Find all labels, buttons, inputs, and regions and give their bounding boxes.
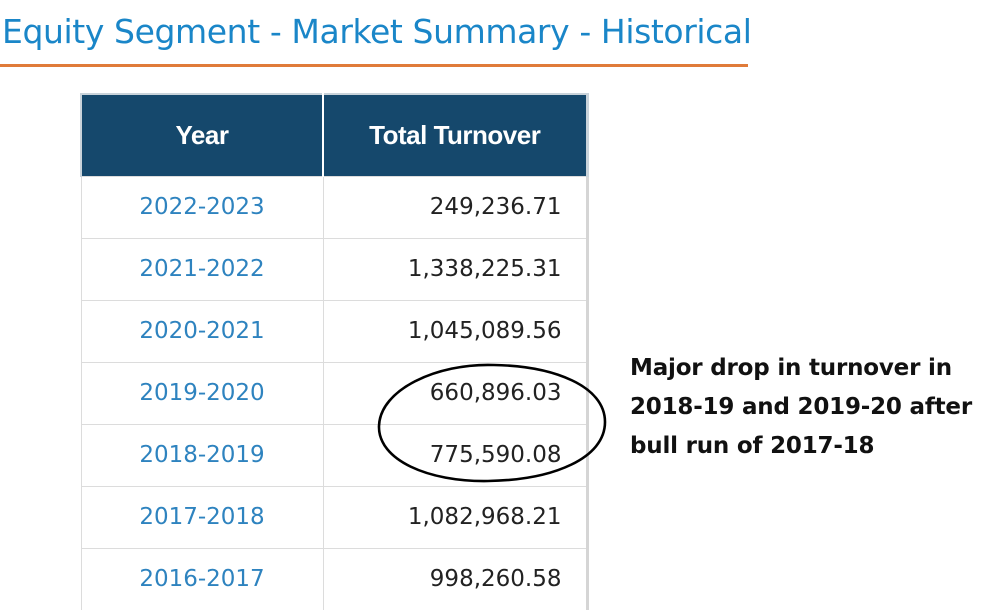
column-header-year[interactable]: Year [80,93,324,176]
annotation-note: Major drop in turnover in 2018-19 and 20… [630,349,990,466]
turnover-value: 1,338,225.31 [322,237,589,300]
market-summary-table: Year Total Turnover 2022-2023 249,236.71… [80,93,589,610]
table-row: 2018-2019 775,590.08 [80,423,589,486]
turnover-value: 775,590.08 [322,423,589,486]
table-row: 2022-2023 249,236.71 [80,175,589,238]
table-row: 2019-2020 660,896.03 [80,361,589,424]
table-row: 2016-2017 998,260.58 [80,547,589,610]
year-link[interactable]: 2021-2022 [80,237,324,300]
annotation-line: 2018-19 and 2019-20 after [630,394,972,420]
title-underline [0,64,748,67]
year-link[interactable]: 2020-2021 [80,299,324,362]
table-header-row: Year Total Turnover [80,93,589,176]
turnover-value: 998,260.58 [322,547,589,610]
table-row: 2017-2018 1,082,968.21 [80,485,589,548]
year-link[interactable]: 2017-2018 [80,485,324,548]
year-link[interactable]: 2016-2017 [80,547,324,610]
year-link[interactable]: 2019-2020 [80,361,324,424]
page-title: Equity Segment - Market Summary - Histor… [2,12,752,51]
annotation-line: bull run of 2017-18 [630,433,875,459]
table-row: 2021-2022 1,338,225.31 [80,237,589,300]
year-link[interactable]: 2022-2023 [80,175,324,238]
turnover-value: 660,896.03 [322,361,589,424]
table-row: 2020-2021 1,045,089.56 [80,299,589,362]
annotation-line: Major drop in turnover in [630,355,952,381]
turnover-value: 1,045,089.56 [322,299,589,362]
year-link[interactable]: 2018-2019 [80,423,324,486]
turnover-value: 1,082,968.21 [322,485,589,548]
turnover-value: 249,236.71 [322,175,589,238]
column-header-total-turnover[interactable]: Total Turnover [322,93,589,176]
